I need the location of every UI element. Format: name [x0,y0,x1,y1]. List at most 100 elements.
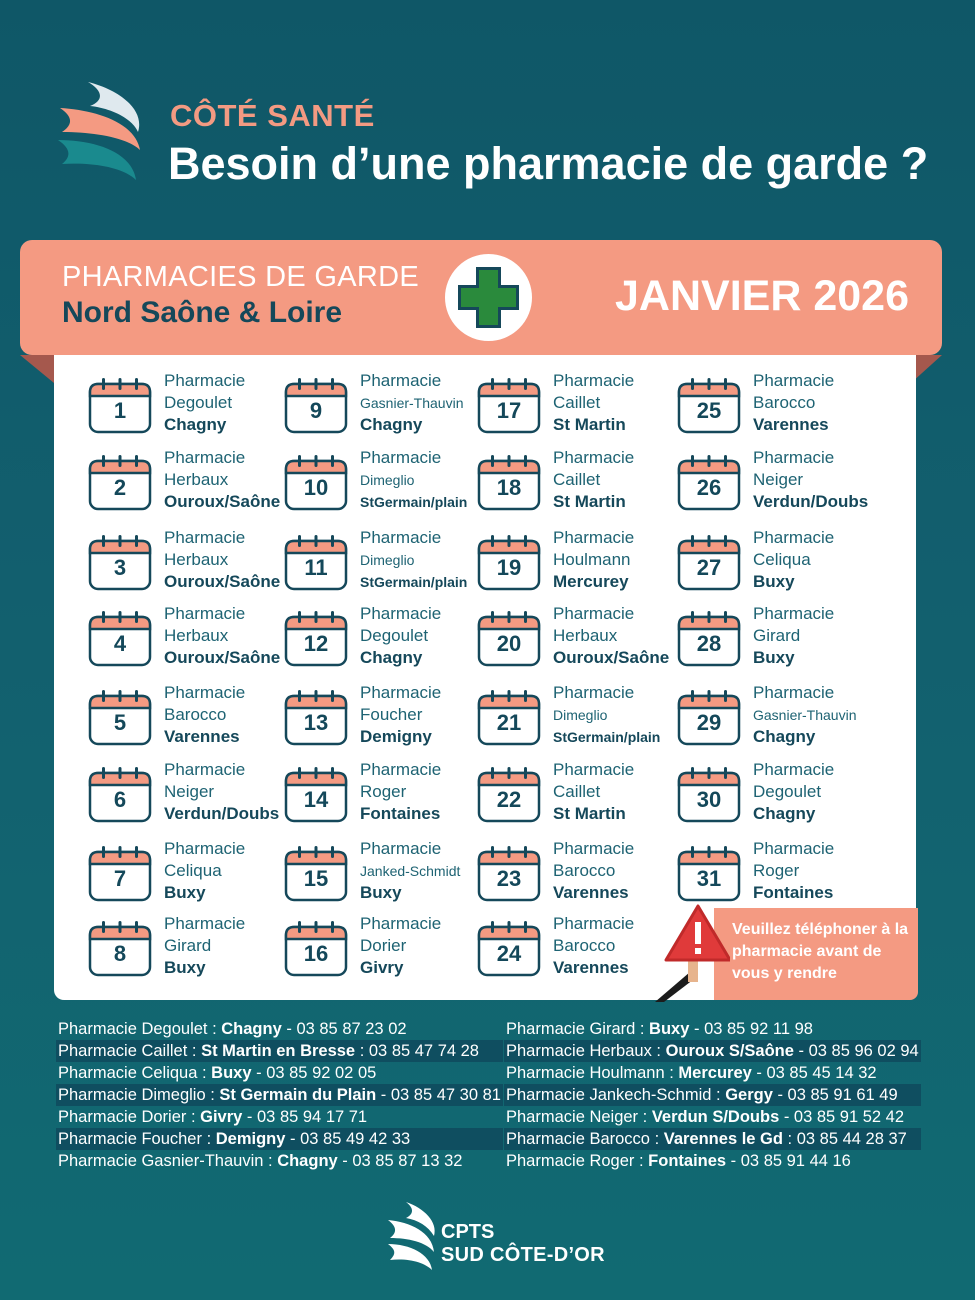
pharmacy-label: Pharmacie [360,528,442,547]
calendar-icon: 9 [284,378,348,434]
day-number: 8 [113,941,127,966]
alert-box [714,908,918,1000]
calendar-icon: 1 [88,378,152,434]
pharmacy-info: Pharmacie Celiqua Buxy [753,527,834,593]
pharmacy-info: Pharmacie Neiger Verdun/Doubs [164,759,279,825]
day-entry: 3 Pharmacie Herbaux Ouroux/Saône [88,527,288,597]
day-entry: 8 Pharmacie Girard Buxy [88,913,288,983]
day-number: 18 [496,475,522,500]
pharmacy-info: Pharmacie Girard Buxy [164,913,245,979]
pharmacy-name: Dimeglio [360,552,415,568]
directory-town: Mercurey [678,1064,752,1082]
pharmacy-label: Pharmacie [164,760,246,779]
day-number: 20 [496,631,522,656]
pharmacy-town: Chagny [164,415,227,434]
directory-name: Pharmacie Degoulet : [58,1020,222,1038]
pharmacy-name: Barocco [553,861,616,880]
pharmacy-name: Dimeglio [553,707,608,723]
day-entry: 5 Pharmacie Barocco Varennes [88,682,288,752]
directory-town: Buxy [649,1020,690,1038]
day-number: 14 [303,787,329,812]
pharmacy-info: Pharmacie Celiqua Buxy [164,838,245,904]
directory-town: Fontaines [648,1152,727,1170]
pharmacy-town: Varennes [553,883,629,902]
pharmacy-name: Girard [164,936,212,955]
directory-row: Pharmacie Gasnier-Thauvin : Chagny - 03 … [56,1150,503,1172]
pharmacy-town: Givry [360,958,404,977]
calendar-icon: 30 [677,767,741,823]
directory-town: St Martin en Bresse [201,1042,356,1060]
pharmacy-label: Pharmacie [164,528,246,547]
pharmacy-label: Pharmacie [164,604,246,623]
day-entry: 1 Pharmacie Degoulet Chagny [88,370,288,440]
directory-phone: - 03 85 87 23 02 [281,1020,407,1038]
directory-row: Pharmacie Girard : Buxy - 03 85 92 11 98 [504,1018,921,1040]
day-entry: 2 Pharmacie Herbaux Ouroux/Saône [88,447,288,517]
pharmacy-town: Verdun/Doubs [753,492,869,511]
pharmacy-info: Pharmacie Roger Fontaines [753,838,834,904]
pharmacy-info: Pharmacie Barocco Varennes [753,370,834,436]
day-entry: 6 Pharmacie Neiger Verdun/Doubs [88,759,288,829]
calendar-icon: 25 [677,378,741,434]
pharmacy-info: Pharmacie Herbaux Ouroux/Saône [164,527,280,593]
pharmacy-info: Pharmacie Barocco Varennes [164,682,245,748]
pharmacy-name: Herbaux [164,550,229,569]
pharmacy-town: St Martin [553,492,626,511]
pharmacy-town: Fontaines [360,804,441,823]
directory-phone: : 03 85 44 28 37 [782,1130,907,1148]
directory-town: Verdun S/Doubs [651,1108,780,1126]
pharmacy-town: St Martin [553,415,626,434]
day-number: 1 [113,398,127,423]
directory-name: Pharmacie Celiqua : [58,1064,212,1082]
pharmacy-label: Pharmacie [553,528,635,547]
pharmacy-town: Chagny [753,727,816,746]
day-number: 16 [303,941,329,966]
pharmacy-town: Chagny [753,804,816,823]
directory-name: Pharmacie Neiger : [506,1108,652,1126]
day-entry: 24 Pharmacie Barocco Varennes [477,913,677,983]
directory-row: Pharmacie Dorier : Givry - 03 85 94 17 7… [56,1106,503,1128]
directory-phone: - 03 85 45 14 32 [751,1064,877,1082]
calendar-icon: 3 [88,535,152,591]
pharmacy-label: Pharmacie [753,683,835,702]
day-entry: 20 Pharmacie Herbaux Ouroux/Saône [477,603,677,673]
directory-name: Pharmacie Gasnier-Thauvin : [58,1152,278,1170]
pharmacy-cross-icon [441,250,536,345]
calendar-icon: 29 [677,690,741,746]
directory-right: Pharmacie Girard : Buxy - 03 85 92 11 98… [504,1018,921,1172]
day-number: 29 [696,710,722,735]
day-entry: 7 Pharmacie Celiqua Buxy [88,838,288,908]
pharmacy-town: Varennes [164,727,240,746]
directory-name: Pharmacie Foucher : [58,1130,216,1148]
pharmacy-name: Barocco [553,936,616,955]
calendar-icon: 17 [477,378,541,434]
directory-row: Pharmacie Barocco : Varennes le Gd : 03 … [504,1128,921,1150]
directory-phone: - 03 85 49 42 33 [285,1130,411,1148]
day-number: 3 [113,555,127,580]
calendar-icon: 13 [284,690,348,746]
pharmacy-info: Pharmacie Dimeglio StGermain/plain [360,527,467,593]
pharmacy-info: Pharmacie Herbaux Ouroux/Saône [164,447,280,513]
day-entry: 31 Pharmacie Roger Fontaines [677,838,877,908]
pharmacy-town: Chagny [360,415,423,434]
directory-town: Givry [200,1108,243,1126]
pharmacy-town: StGermain/plain [553,729,661,745]
pharmacy-label: Pharmacie [753,760,835,779]
calendar-icon: 21 [477,690,541,746]
pharmacy-name: Caillet [553,782,601,801]
pharmacy-town: Chagny [360,648,423,667]
pharmacy-name: Gasnier-Thauvin [360,395,464,411]
pharmacy-label: Pharmacie [360,839,442,858]
pharmacy-label: Pharmacie [164,371,246,390]
pharmacy-name: Celiqua [753,550,811,569]
directory-town: Demigny [215,1130,286,1148]
day-entry: 13 Pharmacie Foucher Demigny [284,682,484,752]
day-number: 10 [303,475,329,500]
pharmacy-name: Foucher [360,705,423,724]
directory-name: Pharmacie Girard : [506,1020,650,1038]
calendar-icon: 19 [477,535,541,591]
pharmacy-label: Pharmacie [360,604,442,623]
pharmacy-info: Pharmacie Roger Fontaines [360,759,441,825]
calendar-icon: 31 [677,846,741,902]
pharmacy-label: Pharmacie [164,839,246,858]
